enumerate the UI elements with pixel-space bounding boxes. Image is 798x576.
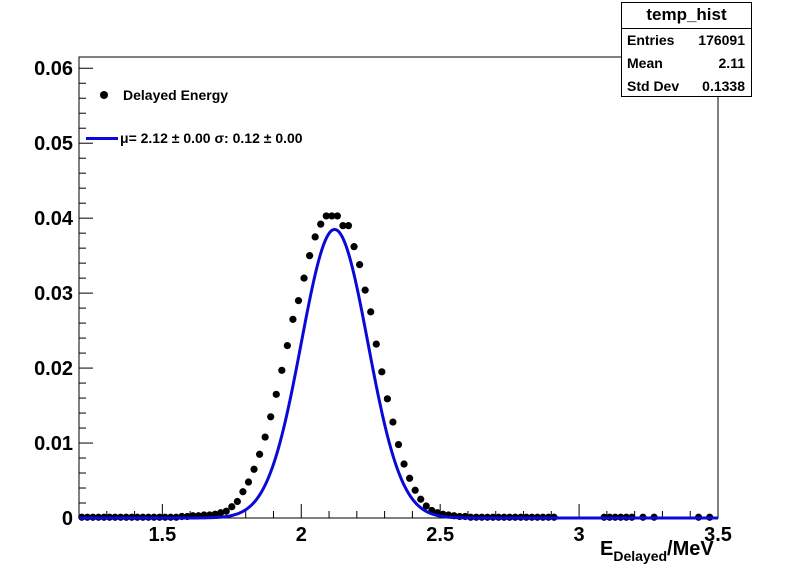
- data-point: [250, 465, 258, 473]
- legend-marker-dot: [100, 91, 108, 99]
- x-tick-label: 2: [296, 524, 307, 546]
- x-tick-label: 2.5: [426, 524, 454, 546]
- data-point: [339, 222, 347, 230]
- y-tick-label: 0.06: [34, 58, 73, 80]
- data-point: [361, 286, 369, 294]
- data-point: [255, 450, 264, 458]
- x-axis-label-sub: Delayed: [613, 548, 668, 564]
- data-point: [244, 478, 253, 486]
- data-point: [317, 220, 325, 228]
- legend-label-data: Delayed Energy: [123, 87, 229, 103]
- stats-title: temp_hist: [622, 3, 751, 29]
- axis-tick-labels: 1.5 2 2.5 3 3.5 0 0.01 0.02 0.03 0.04 0.05 0.06: [34, 58, 732, 546]
- stats-label: Mean: [627, 55, 663, 71]
- stats-value: 2.11: [718, 55, 745, 71]
- data-point: [228, 503, 236, 511]
- x-tick-label: 1.5: [148, 524, 176, 546]
- stats-row-stddev: Std Dev 0.1338: [622, 75, 751, 98]
- data-point: [267, 413, 275, 421]
- legend-label-fit: μ= 2.12 ± 0.00 σ: 0.12 ± 0.00: [120, 130, 303, 146]
- legend-entry-data: Delayed Energy: [86, 87, 228, 103]
- stats-label: Entries: [627, 32, 675, 48]
- data-point: [261, 433, 269, 441]
- x-tick-label: 3.5: [704, 524, 732, 546]
- x-axis-label: EDelayed/MeV: [600, 538, 714, 564]
- data-point: [383, 395, 391, 403]
- y-tick-label: 0: [62, 508, 73, 530]
- x-tick-label: 3: [574, 524, 585, 546]
- data-point: [217, 509, 225, 517]
- data-point: [378, 368, 386, 376]
- data-point: [367, 308, 375, 316]
- data-point: [272, 390, 280, 398]
- data-point: [400, 460, 408, 468]
- data-point: [411, 486, 419, 494]
- x-axis-label-main: E: [600, 538, 614, 560]
- data-point: [233, 497, 241, 506]
- stats-value: 176091: [698, 32, 745, 48]
- fit-curve-group: [79, 227, 718, 520]
- data-point: [422, 502, 430, 510]
- data-point: [294, 297, 303, 305]
- x-axis-label-unit: /MeV: [667, 538, 714, 560]
- stats-row-mean: Mean 2.11: [622, 52, 751, 75]
- data-point: [356, 261, 364, 269]
- stats-row-entries: Entries 176091: [622, 29, 751, 52]
- y-tick-label: 0.05: [34, 133, 73, 155]
- data-point: [300, 274, 308, 282]
- data-point: [283, 341, 291, 350]
- data-point: [417, 495, 425, 503]
- axis-ticks: [78, 67, 719, 519]
- y-tick-label: 0.03: [34, 283, 73, 305]
- data-point: [278, 366, 286, 374]
- fit-curve: [79, 227, 718, 520]
- y-tick-label: 0.04: [34, 208, 74, 230]
- data-point: [322, 212, 330, 220]
- stats-label: Std Dev: [627, 78, 680, 94]
- data-point: [350, 243, 358, 251]
- data-point: [344, 222, 353, 230]
- data-point: [394, 440, 403, 449]
- data-point: [289, 315, 297, 323]
- plot-area-border: [78, 56, 719, 519]
- data-point: [311, 233, 319, 241]
- data-point: [222, 507, 230, 515]
- data-points: [78, 212, 714, 521]
- data-point: [239, 488, 247, 496]
- data-point: [406, 474, 414, 482]
- data-point: [305, 252, 314, 260]
- legend-entry-fit: μ= 2.12 ± 0.00 σ: 0.12 ± 0.00: [86, 130, 303, 146]
- y-tick-label: 0.01: [34, 433, 73, 455]
- data-point: [333, 212, 341, 220]
- stats-value: 0.1338: [702, 78, 745, 94]
- y-tick-label: 0.02: [34, 358, 73, 380]
- stats-box: temp_hist Entries 176091 Mean 2.11 Std D…: [621, 2, 752, 97]
- data-point: [372, 340, 380, 348]
- data-point: [389, 418, 397, 426]
- legend-marker-line: [86, 136, 118, 140]
- plot-frame: [78, 56, 719, 519]
- data-point: [328, 212, 336, 220]
